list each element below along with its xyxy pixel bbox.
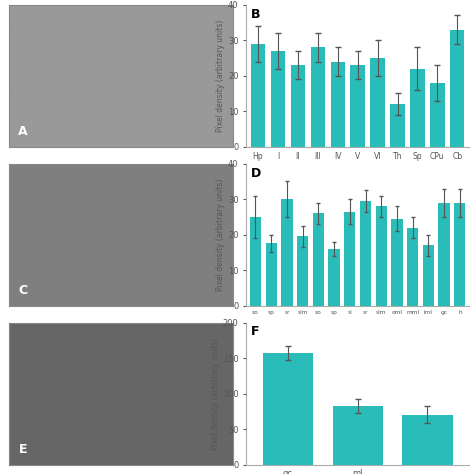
Text: A: A (18, 125, 28, 138)
Bar (310, 47, 325, 146)
Y-axis label: Pixel density (arbitrary units): Pixel density (arbitrary units) (216, 19, 225, 132)
Bar (392, 219, 402, 306)
Bar (350, 65, 365, 146)
Bar (407, 228, 419, 306)
Text: D: D (251, 166, 261, 180)
Bar (360, 201, 371, 306)
Bar (281, 199, 292, 306)
Bar (454, 203, 465, 306)
Bar (423, 245, 434, 306)
Bar (438, 203, 450, 306)
Y-axis label: Pixel density (arbitrary units): Pixel density (arbitrary units) (216, 178, 225, 291)
Bar (265, 244, 277, 306)
Bar (344, 211, 356, 306)
Bar (402, 415, 453, 465)
Text: Cx: Cx (322, 178, 333, 187)
Bar (250, 217, 261, 306)
Text: DG: DG (422, 337, 434, 346)
Text: F: F (251, 326, 259, 338)
Bar (251, 44, 265, 146)
Bar (328, 249, 340, 306)
Bar (297, 237, 308, 306)
Bar (450, 29, 465, 146)
Bar (370, 58, 385, 146)
Bar (430, 83, 445, 146)
Bar (313, 213, 324, 306)
Bar (333, 406, 383, 465)
Text: CA1: CA1 (272, 337, 287, 346)
Bar (271, 51, 285, 146)
Bar (330, 62, 345, 146)
Bar (410, 69, 425, 146)
Bar (263, 353, 313, 465)
Bar (291, 65, 305, 146)
Bar (391, 104, 405, 146)
Text: B: B (251, 8, 260, 20)
Text: E: E (18, 443, 27, 456)
Y-axis label: Pixel density (arbitrary units): Pixel density (arbitrary units) (211, 337, 220, 450)
Bar (375, 206, 387, 306)
Text: CA3: CA3 (342, 337, 357, 346)
Text: C: C (18, 284, 27, 297)
